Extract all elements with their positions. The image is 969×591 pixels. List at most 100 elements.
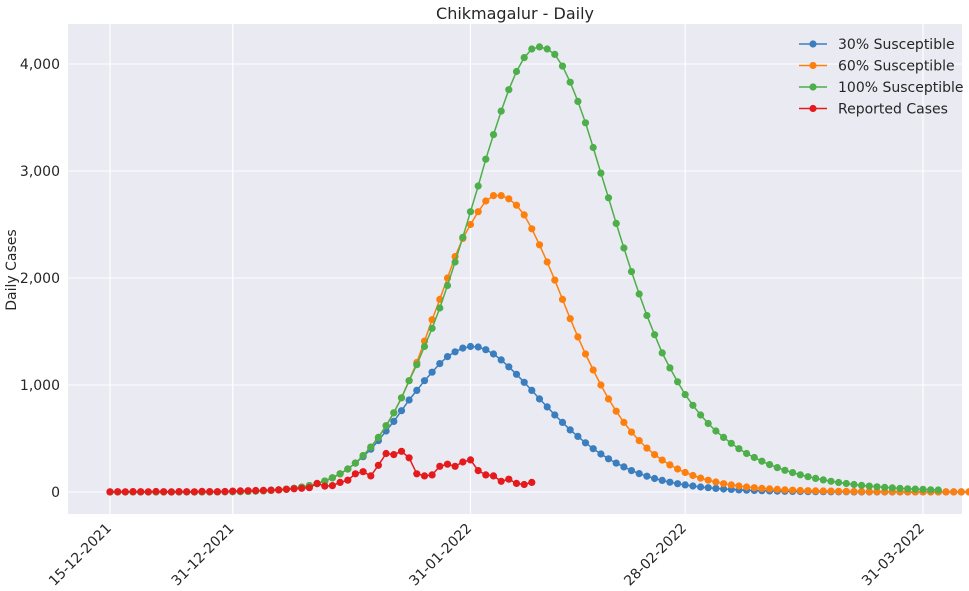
x-tick-label: 31-03-2022 [859,521,928,590]
data-point [436,360,444,368]
legend-marker [809,40,817,48]
data-point [466,208,475,216]
data-point [152,487,160,496]
data-point [704,419,712,428]
data-point [344,465,352,473]
data-point [612,219,620,227]
data-point [750,453,758,462]
data-point [574,432,582,440]
data-point [443,281,452,290]
data-point [497,477,505,485]
data-point [827,477,835,485]
data-point [229,487,237,495]
data-point [804,473,812,481]
data-point [428,471,436,479]
data-point [374,433,382,441]
data-point [252,486,260,495]
data-point [129,488,137,496]
data-point [489,472,498,480]
data-point [121,488,129,496]
data-point [535,241,544,249]
data-point [566,315,574,323]
data-point [720,480,728,488]
data-point [321,477,329,485]
data-point [528,478,536,486]
data-point [896,484,904,492]
data-point [374,461,382,469]
data-point [819,487,827,495]
data-point [589,366,597,374]
data-point [697,474,705,482]
data-point [934,486,942,494]
data-point [436,462,444,470]
data-point [620,463,628,471]
data-point [689,471,697,480]
plot-background [68,24,962,514]
data-point [390,417,398,425]
data-point [689,401,697,409]
data-point [474,182,482,190]
data-point [643,472,651,480]
data-point [743,483,751,491]
data-point [451,258,459,266]
legend: 30% Susceptible 60% Susceptible 100% Susce… [799,37,964,118]
data-point [382,422,390,430]
data-point [942,488,950,496]
data-point [919,485,927,493]
data-point [865,488,873,496]
data-point [497,192,505,200]
data-point [543,403,551,411]
data-point [420,377,429,385]
data-point [627,268,636,276]
data-point [466,220,475,229]
data-point [612,459,620,467]
data-point [589,143,597,152]
data-point [512,67,521,76]
series-group [106,447,536,496]
data-point [512,479,521,487]
data-point [666,461,674,469]
data-point [712,484,720,492]
data-point [697,483,705,491]
data-point [727,439,735,447]
data-point [551,50,559,59]
data-point [451,462,459,470]
data-point [106,488,114,496]
data-point [359,468,367,476]
data-point [597,450,605,458]
data-point [520,54,528,62]
data-point [520,378,528,386]
data-point [275,486,283,494]
data-point [144,488,152,496]
data-point [574,97,582,105]
data-point [796,486,804,495]
data-point [390,409,398,417]
data-point [681,391,689,399]
data-point [773,464,781,472]
data-point [397,394,406,402]
data-point [482,197,490,205]
data-point [827,487,835,495]
data-point [528,45,536,53]
x-tick-label: 28-02-2022 [621,521,690,590]
data-point [497,356,505,364]
data-point [290,485,298,493]
data-point [505,475,513,483]
data-point [359,452,367,460]
data-point [658,476,666,484]
data-point [720,485,728,493]
data-point [858,481,866,489]
data-point [543,258,551,266]
data-point [881,483,889,491]
data-point [321,482,329,490]
data-point [842,487,850,495]
data-point [405,377,413,385]
data-point [206,488,214,496]
data-point [190,488,198,496]
data-point [551,276,559,284]
data-point [298,484,306,492]
data-point [743,449,751,458]
data-point [405,454,413,462]
data-point [781,466,789,474]
data-point [804,487,812,495]
